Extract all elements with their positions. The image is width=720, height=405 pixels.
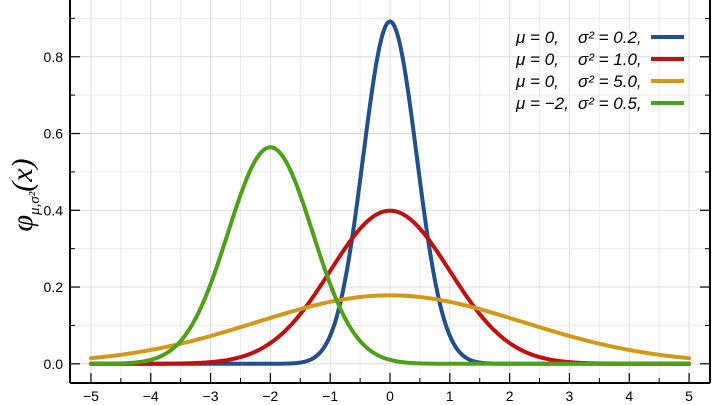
series-line-3 — [88, 145, 692, 366]
x-tick-label: −1 — [322, 388, 338, 404]
legend: μ = 0, σ² = 0.2, μ = 0, σ² = 1.0, μ = 0, σ² =… — [515, 28, 684, 113]
legend-mu-3: μ = −2, — [515, 94, 569, 113]
x-tick-label: −4 — [143, 388, 159, 404]
x-tick-label: 4 — [625, 388, 633, 404]
y-label-arg: (x) — [6, 158, 39, 191]
y-axis-label: φμ,σ²(x) — [6, 158, 43, 231]
y-tick-label: 0.0 — [44, 356, 64, 372]
y-axis-label-text: φμ,σ²(x) — [6, 158, 43, 231]
y-label-main: φ — [6, 215, 39, 232]
x-tick-label: −5 — [83, 388, 99, 404]
legend-mu-2: μ = 0, — [515, 72, 559, 91]
legend-sigma-1: σ² = 1.0, — [578, 50, 642, 69]
y-tick-label: 0.6 — [44, 126, 64, 142]
x-tick-label: −3 — [203, 388, 219, 404]
y-label-sub: μ,σ² — [27, 191, 43, 216]
x-tick-label: 3 — [566, 388, 574, 404]
x-tick-label: 5 — [685, 388, 693, 404]
x-tick-label: 2 — [506, 388, 514, 404]
legend-mu-0: μ = 0, — [515, 28, 559, 47]
y-tick-label: 0.4 — [44, 202, 64, 218]
x-tick-label: −2 — [262, 388, 278, 404]
legend-sigma-0: σ² = 0.2, — [578, 28, 642, 47]
legend-mu-1: μ = 0, — [515, 50, 559, 69]
x-tick-label: 0 — [386, 388, 394, 404]
x-tick-label: 1 — [446, 388, 454, 404]
y-tick-label: 0.2 — [44, 279, 64, 295]
legend-sigma-2: σ² = 5.0, — [578, 72, 642, 91]
series-lines — [88, 19, 692, 366]
y-tick-label: 0.8 — [44, 49, 64, 65]
series-line-2 — [88, 293, 692, 361]
legend-sigma-3: σ² = 0.5, — [578, 94, 642, 113]
